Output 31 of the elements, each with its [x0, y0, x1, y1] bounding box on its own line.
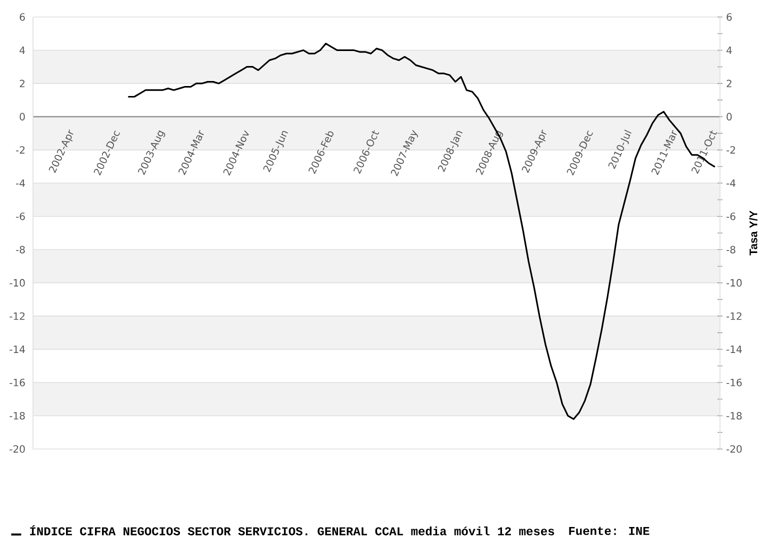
- y-tick-label: -8: [16, 246, 25, 254]
- y-tick-label: 2: [20, 80, 24, 88]
- y-tick-label: -16: [10, 378, 25, 386]
- y2-tick-label: -16: [726, 378, 742, 386]
- y-tick-label: 4: [20, 46, 25, 54]
- y-tick-label: -6: [16, 212, 25, 220]
- y2-tick-label: 6: [726, 13, 732, 21]
- y2-tick-label: -20: [726, 445, 742, 453]
- y2-tick-label: -4: [726, 180, 736, 187]
- y2-tick-label: -2: [726, 146, 735, 154]
- legend-label: ÍNDICE CIFRA NEGOCIOS SECTOR SERVICIOS. GENERAL CCAL media móvil 12 meses: [30, 525, 554, 536]
- y2-tick-label: -12: [726, 312, 742, 320]
- y2-tick-label: 2: [726, 80, 732, 88]
- y2-tick-label: 4: [726, 46, 732, 54]
- y-tick-label: -14: [10, 346, 25, 353]
- y2-tick-label: 0: [726, 112, 732, 120]
- y2-tick-label: -18: [726, 412, 742, 420]
- y-tick-label: -12: [10, 312, 24, 320]
- y2-tick-label: -14: [726, 346, 742, 353]
- y2-tick-label: -8: [726, 246, 736, 254]
- y-tick-label: 6: [20, 13, 25, 21]
- y-tick-label: -20: [10, 445, 25, 453]
- y-tick-label: -4: [16, 180, 25, 187]
- y2-axis-title: Tasa Y/Y: [749, 210, 758, 256]
- y-tick-label: -10: [10, 279, 25, 287]
- y2-tick-label: -6: [726, 212, 736, 220]
- y-tick-label: -18: [10, 412, 25, 420]
- y-tick-label: 0: [20, 112, 25, 120]
- source-note: Fuente: INE: [569, 526, 650, 536]
- y2-tick-label: -10: [726, 279, 742, 287]
- y-tick-label: -2: [16, 146, 24, 154]
